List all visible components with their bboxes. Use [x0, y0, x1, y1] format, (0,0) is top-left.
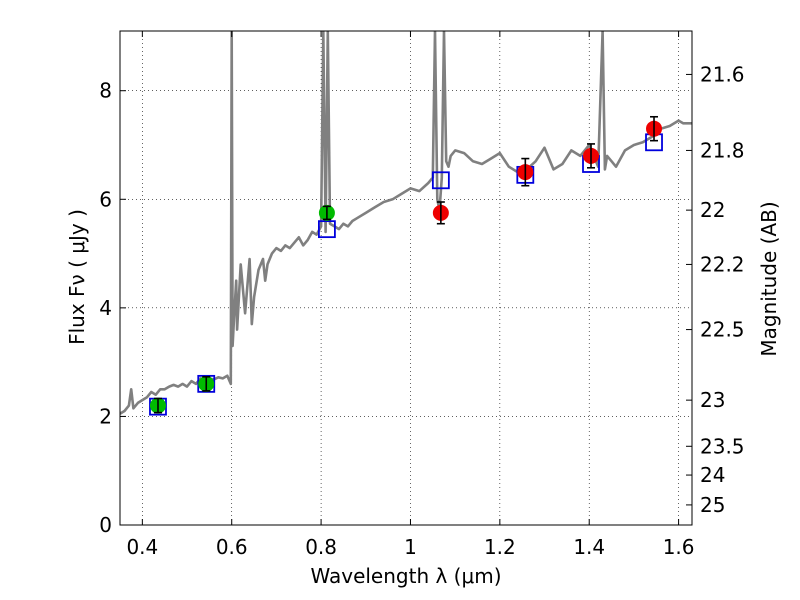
y2-tick-label: 21.6	[700, 62, 745, 86]
spectrum-layer	[120, 31, 692, 415]
x-tick-label: 1.4	[573, 535, 605, 559]
marker-layer	[149, 115, 663, 416]
spectrum-line	[120, 31, 692, 415]
x-axis-label: Wavelength λ (μm)	[310, 564, 501, 588]
y-tick-label: 6	[99, 187, 112, 211]
x-tick-label: 0.6	[216, 535, 248, 559]
x-tick-label: 0.4	[126, 535, 158, 559]
x-tick-label: 0.8	[305, 535, 337, 559]
y2-tick-label: 25	[700, 493, 725, 517]
y-tick-label: 8	[99, 79, 112, 103]
x-tick-label: 1	[404, 535, 417, 559]
ticks-layer: 0.4 0.6 0.8 1 1.2 1.4 1.60246821.621.82222.222…	[99, 31, 745, 559]
x-tick-label: 1.2	[484, 535, 516, 559]
plot-frame	[119, 30, 693, 526]
y2-axis-label: Magnitude (AB)	[757, 201, 781, 356]
y2-tick-label: 23.5	[700, 434, 745, 458]
y2-tick-label: 22	[700, 198, 725, 222]
y-tick-label: 2	[99, 404, 112, 428]
grid-lines	[120, 31, 692, 526]
y2-tick-label: 22.2	[700, 252, 745, 276]
y2-tick-label: 23	[700, 388, 725, 412]
model-flux-square	[431, 171, 450, 190]
y2-tick-label: 24	[700, 463, 725, 487]
model-flux-square	[318, 220, 336, 239]
y-tick-label: 0	[99, 513, 112, 537]
y-axis-label: Flux Fν ( μJy )	[65, 209, 89, 345]
y2-tick-label: 21.8	[700, 138, 745, 162]
y-tick-label: 4	[99, 296, 112, 320]
y2-tick-label: 22.5	[700, 318, 745, 342]
x-tick-label: 1.6	[663, 535, 695, 559]
